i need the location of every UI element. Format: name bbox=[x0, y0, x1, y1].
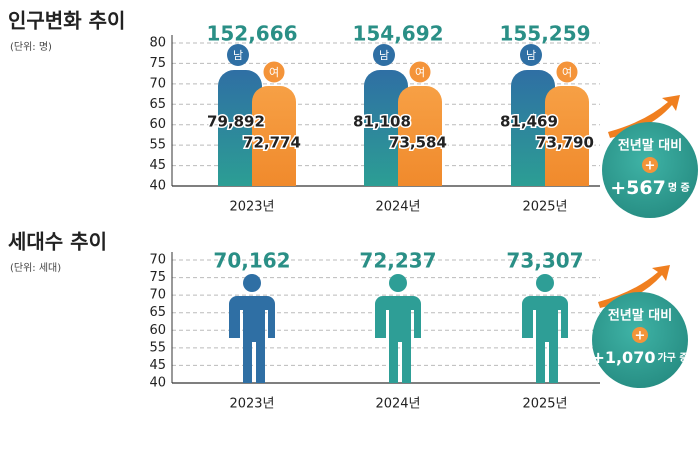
male-value: 79,892 bbox=[207, 113, 265, 131]
unit-label: (단위: 명) bbox=[10, 40, 52, 53]
badge-line1: 전년말 대비 bbox=[608, 308, 672, 324]
plus-dot bbox=[632, 327, 648, 343]
person-body bbox=[229, 296, 275, 383]
y-tick-label: 70 bbox=[149, 253, 166, 268]
category-label: 2024년 bbox=[375, 397, 420, 412]
y-tick-label: 65 bbox=[149, 97, 166, 112]
badge-number: +1,070 bbox=[591, 348, 655, 367]
total-label: 70,162 bbox=[213, 249, 290, 273]
badge-value: +1,070 가구 증 bbox=[591, 348, 688, 367]
y-tick-label: 55 bbox=[149, 340, 166, 355]
category-label: 2024년 bbox=[375, 200, 420, 215]
y-tick-label: 45 bbox=[149, 358, 166, 373]
y-tick-label: 70 bbox=[149, 76, 166, 91]
category-label: 2023년 bbox=[229, 397, 274, 412]
male-badge bbox=[373, 44, 395, 66]
y-tick-label: 70 bbox=[149, 288, 166, 303]
male-value: 81,469 bbox=[500, 113, 558, 131]
male-badge-label: 남 bbox=[233, 49, 243, 62]
female-value: 73,584 bbox=[389, 134, 447, 152]
female-badge-label: 여 bbox=[269, 66, 279, 79]
male-bar bbox=[511, 70, 555, 186]
person-head bbox=[536, 274, 554, 292]
female-badge-label: 여 bbox=[415, 66, 425, 79]
y-tick-label: 75 bbox=[149, 56, 166, 71]
male-badge-label: 남 bbox=[526, 49, 536, 62]
y-tick-label: 65 bbox=[149, 305, 166, 320]
female-badge bbox=[555, 60, 579, 84]
y-tick-label: 75 bbox=[149, 270, 166, 285]
badge-number: +567 bbox=[610, 177, 666, 199]
total-label: 152,666 bbox=[206, 22, 297, 46]
male-badge bbox=[227, 44, 249, 66]
badge-plus: + bbox=[635, 329, 646, 344]
person-body bbox=[522, 296, 568, 383]
male-badge bbox=[520, 44, 542, 66]
female-badge bbox=[262, 60, 286, 84]
total-label: 155,259 bbox=[499, 22, 590, 46]
badge-unit: 명 증 bbox=[668, 181, 690, 194]
panel-title: 인구변화 추이 bbox=[8, 9, 125, 33]
total-label: 73,307 bbox=[506, 249, 583, 273]
y-tick-label: 40 bbox=[149, 376, 166, 391]
y-tick-label: 60 bbox=[149, 117, 166, 132]
badge-unit: 가구 증 bbox=[657, 351, 688, 364]
y-tick-label: 80 bbox=[149, 36, 166, 51]
trend-arrow bbox=[608, 95, 680, 138]
male-bar bbox=[218, 70, 262, 186]
y-tick-label: 40 bbox=[149, 179, 166, 194]
badge-plus: + bbox=[645, 159, 656, 174]
y-tick-label: 60 bbox=[149, 323, 166, 338]
y-tick-label: 45 bbox=[149, 158, 166, 173]
male-badge-label: 남 bbox=[379, 49, 389, 62]
female-badge-label: 여 bbox=[562, 66, 572, 79]
female-bar bbox=[545, 86, 589, 186]
y-tick-label: 55 bbox=[149, 138, 166, 153]
badge-line1: 전년말 대비 bbox=[618, 138, 682, 154]
unit-label: (단위: 세대) bbox=[10, 261, 61, 274]
panel-title: 세대수 추이 bbox=[8, 230, 107, 254]
badge-value: +567 명 증 bbox=[610, 177, 689, 199]
trend-arrow bbox=[598, 265, 670, 308]
male-bar bbox=[364, 70, 408, 186]
total-label: 72,237 bbox=[359, 249, 436, 273]
category-label: 2025년 bbox=[522, 200, 567, 215]
category-label: 2025년 bbox=[522, 397, 567, 412]
female-bar bbox=[398, 86, 442, 186]
total-label: 154,692 bbox=[352, 22, 443, 46]
plus-dot bbox=[642, 157, 658, 173]
person-body bbox=[375, 296, 421, 383]
female-value: 73,790 bbox=[536, 134, 594, 152]
person-head bbox=[243, 274, 261, 292]
female-value: 72,774 bbox=[243, 134, 301, 152]
category-label: 2023년 bbox=[229, 200, 274, 215]
female-badge bbox=[408, 60, 432, 84]
person-head bbox=[389, 274, 407, 292]
male-value: 81,108 bbox=[353, 113, 411, 131]
female-bar bbox=[252, 86, 296, 186]
